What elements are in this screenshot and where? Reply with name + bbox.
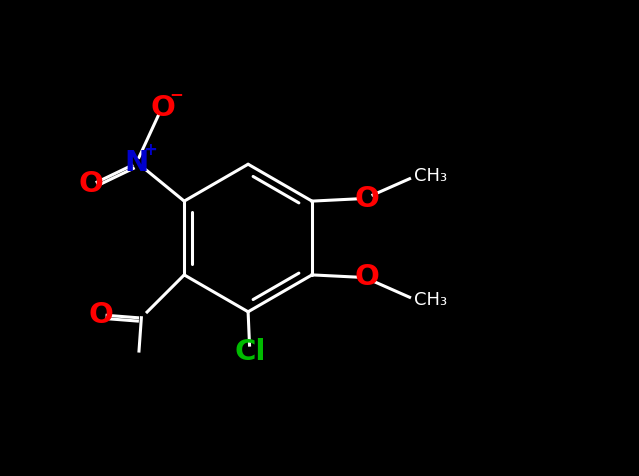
Text: Cl: Cl (235, 338, 266, 366)
Text: −: − (169, 85, 183, 103)
Text: N: N (125, 149, 149, 177)
Text: CH₃: CH₃ (414, 167, 447, 185)
Text: CH₃: CH₃ (414, 291, 447, 309)
Text: O: O (354, 185, 379, 213)
Text: O: O (79, 170, 104, 198)
Text: O: O (150, 94, 175, 122)
Text: O: O (88, 301, 113, 329)
Text: +: + (143, 141, 157, 159)
Text: O: O (354, 263, 379, 291)
